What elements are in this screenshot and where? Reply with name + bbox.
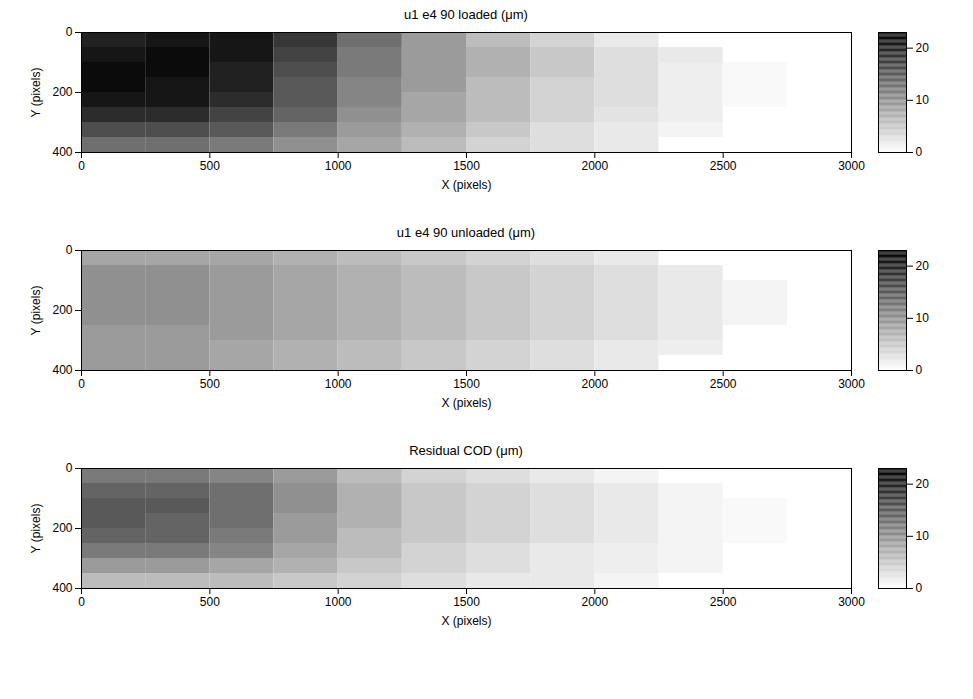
svg-text:0: 0 — [78, 377, 85, 391]
svg-text:0: 0 — [916, 145, 923, 159]
svg-text:400: 400 — [52, 145, 72, 159]
svg-text:20: 20 — [916, 259, 930, 273]
svg-text:3000: 3000 — [838, 377, 865, 391]
svg-text:400: 400 — [52, 581, 72, 595]
svg-text:Y (pixels): Y (pixels) — [29, 504, 43, 554]
svg-text:500: 500 — [200, 377, 220, 391]
svg-text:1000: 1000 — [325, 595, 352, 609]
html-text:Residual COD (μm): Residual COD (μm) — [409, 443, 523, 458]
svg-text:3000: 3000 — [838, 595, 865, 609]
svg-text:Y (pixels): Y (pixels) — [29, 286, 43, 336]
svg-text:400: 400 — [52, 363, 72, 377]
svg-text:0: 0 — [78, 159, 85, 173]
html-text:u1 e4 90 loaded (μm): u1 e4 90 loaded (μm) — [404, 7, 528, 22]
svg-text:2500: 2500 — [710, 377, 737, 391]
svg-text:Y (pixels): Y (pixels) — [29, 68, 43, 118]
svg-text:200: 200 — [52, 521, 72, 535]
svg-text:0: 0 — [66, 25, 73, 39]
svg-text:0: 0 — [916, 581, 923, 595]
svg-text:1500: 1500 — [453, 159, 480, 173]
svg-text:X (pixels): X (pixels) — [441, 396, 491, 410]
svg-text:2000: 2000 — [581, 595, 608, 609]
svg-text:2000: 2000 — [581, 159, 608, 173]
svg-text:0: 0 — [916, 363, 923, 377]
svg-text:10: 10 — [916, 93, 930, 107]
svg-text:3000: 3000 — [838, 159, 865, 173]
svg-text:200: 200 — [52, 303, 72, 317]
svg-text:500: 500 — [200, 595, 220, 609]
svg-text:1500: 1500 — [453, 377, 480, 391]
svg-text:0: 0 — [78, 595, 85, 609]
svg-text:500: 500 — [200, 159, 220, 173]
svg-text:0: 0 — [66, 243, 73, 257]
svg-text:X (pixels): X (pixels) — [441, 614, 491, 628]
svg-text:2500: 2500 — [710, 595, 737, 609]
svg-text:200: 200 — [52, 85, 72, 99]
svg-text:0: 0 — [66, 461, 73, 475]
svg-text:X (pixels): X (pixels) — [441, 178, 491, 192]
svg-text:20: 20 — [916, 477, 930, 491]
svg-text:10: 10 — [916, 311, 930, 325]
svg-text:10: 10 — [916, 529, 930, 543]
html-text:u1 e4 90 unloaded (μm): u1 e4 90 unloaded (μm) — [396, 225, 536, 240]
svg-text:1500: 1500 — [453, 595, 480, 609]
svg-text:1000: 1000 — [325, 377, 352, 391]
svg-text:20: 20 — [916, 41, 930, 55]
svg-text:2000: 2000 — [581, 377, 608, 391]
svg-text:2500: 2500 — [710, 159, 737, 173]
svg-text:1000: 1000 — [325, 159, 352, 173]
